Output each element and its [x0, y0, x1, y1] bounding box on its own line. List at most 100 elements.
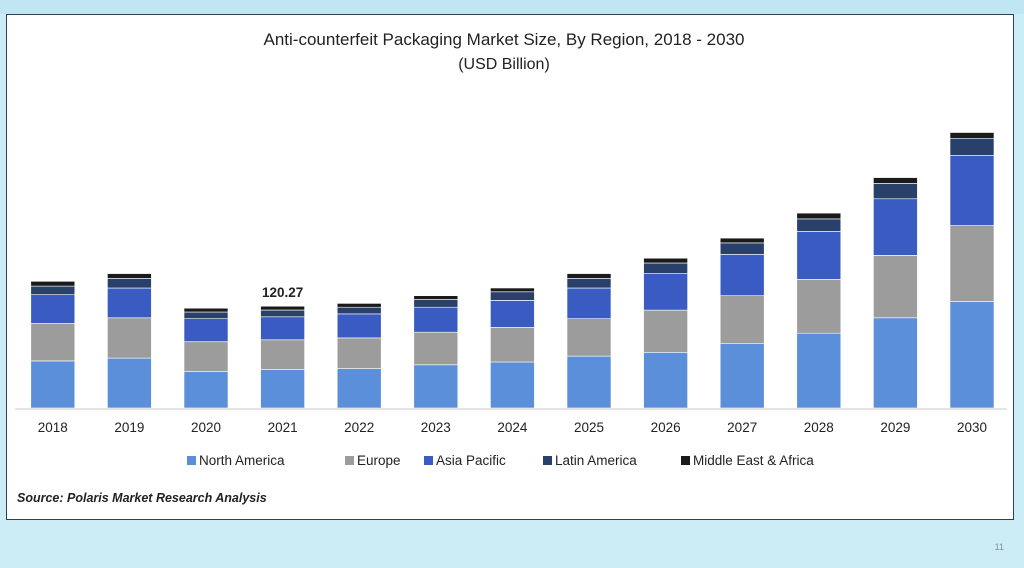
bar-2025-asia-pacific	[566, 287, 612, 320]
bar-2027-north-america	[719, 343, 765, 409]
bar-2030-north-america	[949, 301, 995, 409]
bar-2020-latin-america	[183, 311, 229, 319]
bar-2020-europe	[183, 341, 229, 372]
bar-2025-latin-america	[566, 278, 612, 289]
bar-2021-north-america	[260, 369, 305, 409]
legend-item-middle-east-africa: Middle East & Africa	[681, 453, 814, 468]
bar-2029-latin-america	[873, 183, 918, 200]
bar-2022-north-america	[336, 368, 382, 409]
bar-2023-asia-pacific	[413, 306, 459, 333]
bar-2022-europe	[336, 337, 382, 369]
bar-2024-asia-pacific	[490, 300, 535, 328]
bar-2019-asia-pacific	[107, 287, 152, 319]
bar-2028-europe	[796, 279, 842, 334]
legend-swatch	[681, 456, 690, 465]
bar-2027-asia-pacific	[719, 254, 765, 296]
bar-2026-north-america	[643, 351, 688, 409]
x-tick-label: 2026	[651, 420, 681, 435]
bar-2029-middle-east-africa	[873, 177, 918, 184]
bar-2029-north-america	[873, 317, 918, 409]
bar-2025-europe	[566, 318, 612, 357]
bar-2025-north-america	[566, 355, 612, 409]
source-note: Source: Polaris Market Research Analysis	[17, 491, 267, 505]
legend-swatch	[187, 456, 196, 465]
bar-2021-europe	[260, 339, 305, 370]
bar-2019-latin-america	[107, 278, 152, 289]
legend: North America Europe Asia Pacific Latin Ame…	[187, 453, 814, 468]
x-tick-label: 2023	[421, 420, 451, 435]
bar-2023-north-america	[413, 364, 459, 409]
legend-label: Latin America	[555, 453, 637, 468]
legend-item-latin-america: Latin America	[543, 453, 637, 468]
legend-label: North America	[199, 453, 285, 468]
bar-2028-latin-america	[796, 218, 842, 232]
chart-subtitle: (USD Billion)	[458, 56, 550, 73]
bar-2025-middle-east-africa	[566, 273, 612, 279]
bar-2023-latin-america	[413, 299, 459, 308]
legend-label: Europe	[357, 453, 401, 468]
chart-frame: Anti-counterfeit Packaging Market Size, …	[6, 14, 1014, 520]
data-label: 120.27	[262, 285, 303, 300]
bar-2019-north-america	[107, 357, 152, 409]
legend-item-north-america: North America	[187, 453, 285, 468]
x-tick-label: 2024	[497, 420, 528, 435]
x-tick-label: 2030	[957, 420, 987, 435]
x-tick-label: 2019	[114, 420, 144, 435]
bar-2024-europe	[490, 327, 535, 363]
x-tick-label: 2028	[804, 420, 834, 435]
bar-2019-europe	[107, 317, 152, 359]
bar-2026-europe	[643, 309, 688, 353]
bar-2018-asia-pacific	[30, 294, 76, 324]
bar-2023-europe	[413, 331, 459, 366]
bar-2029-asia-pacific	[873, 198, 918, 256]
bar-2027-middle-east-africa	[719, 237, 765, 244]
legend-label: Asia Pacific	[436, 453, 506, 468]
x-tick-labels: 2018 2019 2020 2021 2022 2023 2024 2025 2026 2027…	[38, 420, 987, 435]
bar-2019-middle-east-africa	[107, 273, 152, 279]
legend-label: Middle East & Africa	[693, 453, 814, 468]
legend-swatch	[424, 456, 433, 465]
bar-2020-asia-pacific	[183, 318, 229, 343]
bar-2026-asia-pacific	[643, 273, 688, 311]
bar-2018-europe	[30, 323, 76, 362]
x-tick-label: 2020	[191, 420, 221, 435]
legend-swatch	[345, 456, 354, 465]
bar-2028-north-america	[796, 332, 842, 409]
chart-canvas: Anti-counterfeit Packaging Market Size, …	[15, 30, 1007, 505]
bar-2021-latin-america	[260, 309, 305, 318]
slide-number: 11	[994, 542, 1004, 552]
bar-2022-latin-america	[336, 306, 382, 315]
bar-2030-asia-pacific	[949, 155, 995, 226]
bar-2030-latin-america	[949, 137, 995, 156]
bar-2029-europe	[873, 255, 918, 319]
x-tick-label: 2022	[344, 420, 374, 435]
bar-2022-asia-pacific	[336, 313, 382, 339]
bar-2021-asia-pacific	[260, 316, 305, 341]
x-tick-label: 2027	[727, 420, 757, 435]
bar-2028-middle-east-africa	[796, 212, 842, 220]
x-tick-label: 2029	[880, 420, 910, 435]
bar-2030-middle-east-africa	[949, 132, 995, 139]
bar-2024-middle-east-africa	[490, 287, 535, 293]
bar-2018-middle-east-africa	[30, 280, 76, 287]
bar-2026-latin-america	[643, 262, 688, 274]
bar-2021-middle-east-africa	[260, 305, 305, 311]
bar-2020-middle-east-africa	[183, 307, 229, 313]
bar-2027-europe	[719, 295, 765, 345]
bar-2018-north-america	[30, 360, 76, 409]
x-tick-label: 2025	[574, 420, 604, 435]
bar-2026-middle-east-africa	[643, 257, 688, 264]
slide-top-band	[0, 0, 1024, 14]
x-tick-label: 2021	[268, 420, 298, 435]
bar-2020-north-america	[183, 371, 229, 409]
legend-item-asia-pacific: Asia Pacific	[424, 453, 506, 468]
x-tick-label: 2018	[38, 420, 68, 435]
bar-2023-middle-east-africa	[413, 295, 459, 300]
bar-2028-asia-pacific	[796, 231, 842, 280]
legend-swatch	[543, 456, 552, 465]
data-labels: 120.27	[262, 285, 303, 300]
chart-title: Anti-counterfeit Packaging Market Size, …	[264, 30, 745, 49]
bar-2018-latin-america	[30, 285, 76, 296]
bars-layer	[30, 132, 995, 409]
bar-2024-latin-america	[490, 291, 535, 301]
